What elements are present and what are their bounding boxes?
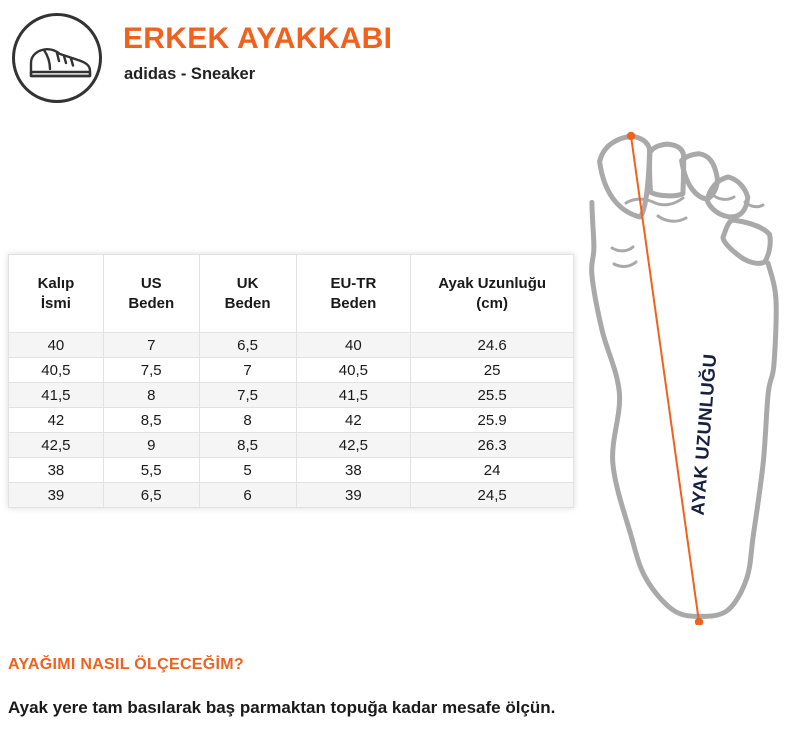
svg-text:AYAK UZUNLUĞU: AYAK UZUNLUĞU [687, 353, 721, 516]
